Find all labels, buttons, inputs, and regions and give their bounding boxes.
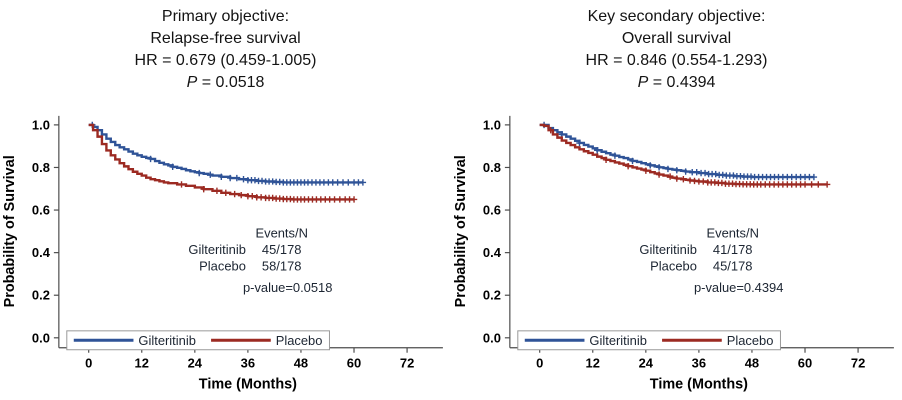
y-tick-label: 0.4 <box>32 245 51 260</box>
p-value: = 0.0518 <box>197 74 265 91</box>
x-tick-label: 60 <box>798 355 812 370</box>
p-value: = 0.4394 <box>648 74 716 91</box>
events-row-value: 41/178 <box>713 242 753 257</box>
events-header: Events/N <box>706 225 758 240</box>
p-value-text: p-value=0.0518 <box>243 280 332 295</box>
events-row-name: Placebo <box>199 258 246 273</box>
x-tick-label: 24 <box>639 355 654 370</box>
x-tick-label: 48 <box>294 355 308 370</box>
legend-label-gilteritinib: Gilteritinib <box>589 332 646 347</box>
y-tick-label: 0.2 <box>483 287 501 302</box>
legend: Gilteritinib Placebo <box>517 329 781 350</box>
x-tick-label: 0 <box>536 355 543 370</box>
events-annotation: Events/N Gilteritinib 41/178 Placebo 45/178 p… <box>639 225 783 295</box>
events-row-value: 45/178 <box>262 242 302 257</box>
x-tick-label: 12 <box>135 355 149 370</box>
title-line-hazard-ratio: HR = 0.846 (0.554-1.293) <box>585 52 768 69</box>
y-tick-label: 0.8 <box>32 159 50 174</box>
events-row-name: Placebo <box>650 258 697 273</box>
title-line-hazard-ratio: HR = 0.679 (0.459-1.005) <box>134 52 317 69</box>
events-annotation: Events/N Gilteritinib 45/178 Placebo 58/178 p… <box>188 225 332 295</box>
title-line-objective: Key secondary objective: <box>587 8 766 25</box>
legend-box <box>66 329 330 350</box>
p-symbol: P <box>637 74 649 91</box>
y-axis-title: Probability of Survival <box>453 155 469 307</box>
x-tick-label: 72 <box>851 355 865 370</box>
x-tick-label: 60 <box>347 355 361 370</box>
gilteritinib-curve <box>88 123 363 184</box>
x-tick-label: 24 <box>188 355 203 370</box>
y-tick-label: 0.0 <box>483 330 501 345</box>
legend-label-gilteritinib: Gilteritinib <box>138 332 195 347</box>
p-value-text: p-value=0.4394 <box>694 280 783 295</box>
legend: Gilteritinib Placebo <box>66 329 330 350</box>
title-line-p-value: P = 0.4394 <box>451 72 902 94</box>
y-tick-label: 1.0 <box>32 117 50 132</box>
x-axis-title: Time (Months) <box>650 376 748 392</box>
events-row-value: 58/178 <box>262 258 302 273</box>
x-tick-label: 36 <box>692 355 706 370</box>
legend-label-placebo: Placebo <box>727 332 774 347</box>
chart-title-rfs: Primary objective: Relapse-free survival… <box>0 0 451 102</box>
events-row-name: Gilteritinib <box>188 242 245 257</box>
placebo-curve <box>539 123 828 186</box>
chart-overall-survival: Key secondary objective: Overall surviva… <box>451 0 902 400</box>
x-tick-label: 72 <box>400 355 414 370</box>
p-symbol: P <box>186 74 198 91</box>
placebo-censor-marks <box>547 126 831 188</box>
x-axis-title: Time (Months) <box>199 376 297 392</box>
y-tick-label: 0.6 <box>32 202 50 217</box>
title-line-endpoint: Relapse-free survival <box>150 30 301 47</box>
km-plot-rfs: 0.0 0.2 0.4 0.6 0.8 1.0 0 12 24 36 48 60 72 Time (Mon… <box>2 115 443 392</box>
title-line-p-value: P = 0.0518 <box>0 72 451 94</box>
y-axis-title: Probability of Survival <box>2 155 18 307</box>
x-tick-label: 12 <box>586 355 600 370</box>
title-line-endpoint: Overall survival <box>621 30 732 47</box>
y-tick-label: 0.8 <box>483 159 501 174</box>
y-tick-label: 0.2 <box>32 287 50 302</box>
placebo-censor-marks <box>178 180 358 203</box>
events-row-value: 45/178 <box>713 258 753 273</box>
legend-label-placebo: Placebo <box>276 332 323 347</box>
events-row-name: Gilteritinib <box>639 242 696 257</box>
chart-relapse-free-survival: Primary objective: Relapse-free survival… <box>0 0 451 392</box>
title-line-objective: Primary objective: <box>161 8 290 25</box>
y-tick-label: 0.6 <box>483 202 501 217</box>
y-tick-label: 1.0 <box>483 117 501 132</box>
km-plot-os: 0.0 0.2 0.4 0.6 0.8 1.0 0 12 24 36 48 60 72 Time (Mon… <box>453 115 894 392</box>
x-tick-label: 36 <box>241 355 255 370</box>
legend-box <box>517 329 781 350</box>
placebo-curve <box>88 123 355 201</box>
x-tick-label: 48 <box>745 355 759 370</box>
y-tick-label: 0.0 <box>32 330 50 345</box>
x-tick-label: 0 <box>85 355 92 370</box>
chart-title-os: Key secondary objective: Overall surviva… <box>451 0 902 102</box>
events-header: Events/N <box>255 225 307 240</box>
y-tick-label: 0.4 <box>483 245 502 260</box>
